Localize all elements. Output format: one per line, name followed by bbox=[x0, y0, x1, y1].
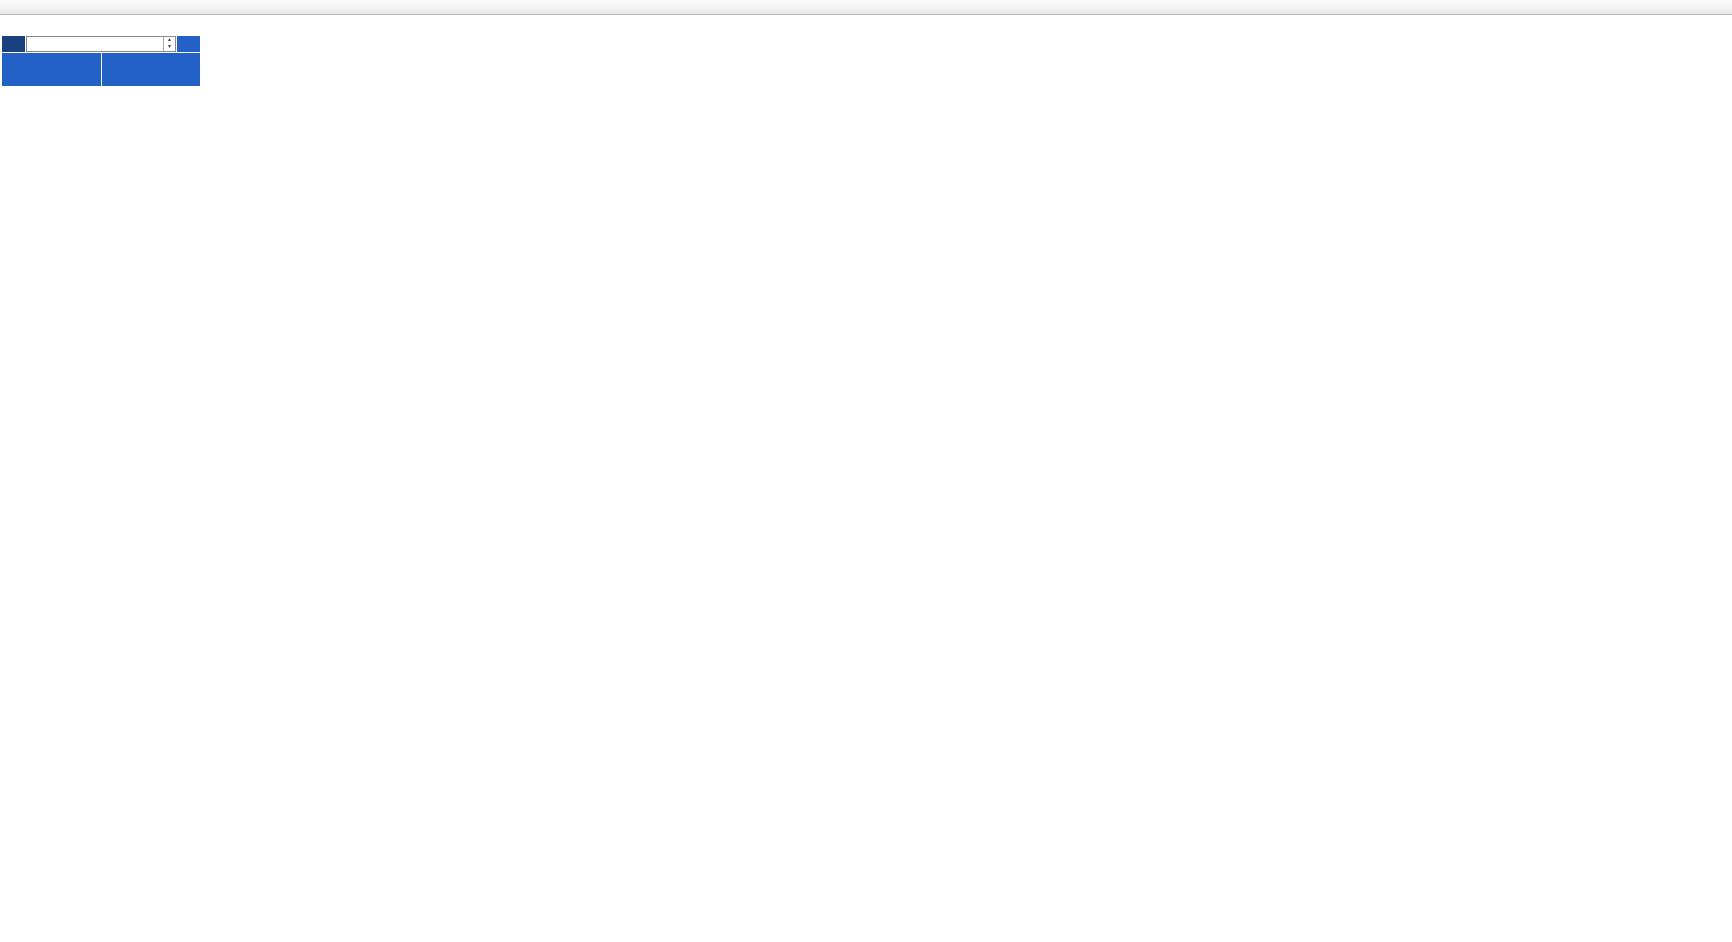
sell-button[interactable] bbox=[2, 36, 25, 52]
one-click-trading-widget: ▴ ▾ bbox=[2, 36, 200, 86]
sell-price-display[interactable] bbox=[2, 53, 101, 86]
volume-input[interactable] bbox=[27, 37, 163, 51]
toolbar bbox=[0, 0, 1732, 15]
volume-down-button[interactable]: ▾ bbox=[167, 44, 171, 50]
buy-price-display[interactable] bbox=[101, 53, 200, 86]
buy-button[interactable] bbox=[177, 36, 200, 52]
chart-title bbox=[6, 18, 15, 29]
volume-up-button[interactable]: ▴ bbox=[167, 37, 171, 43]
macd-label bbox=[5, 528, 15, 539]
rsi-label bbox=[5, 704, 10, 715]
volume-spinner: ▴ ▾ bbox=[163, 37, 175, 51]
volume-stepper: ▴ ▾ bbox=[26, 36, 176, 52]
